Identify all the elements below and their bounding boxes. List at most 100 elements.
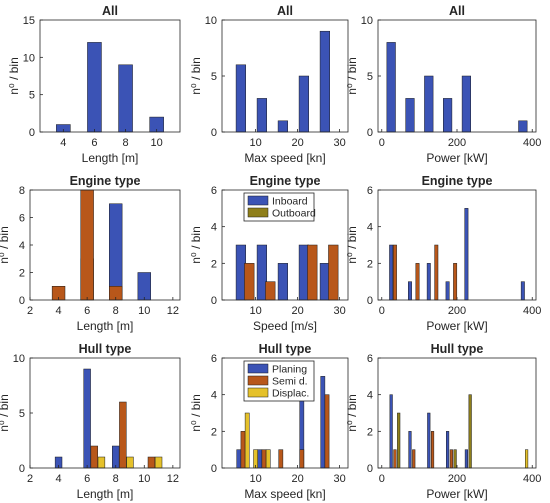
- bar: [443, 98, 453, 133]
- x-tick-label: 6: [84, 305, 90, 317]
- bar: [236, 449, 242, 469]
- x-tick-label: 20: [291, 473, 303, 485]
- chart-panel-1: 4 6 8 10 0 5 10 15 All Length [m] n⁰ / bin: [7, 4, 181, 165]
- x-axis-label: Power [kW]: [426, 319, 487, 333]
- y-axis-label: n⁰ / bin: [345, 226, 359, 264]
- y-tick-label: 10: [23, 52, 35, 64]
- y-axis-label: n⁰ / bin: [189, 394, 203, 432]
- y-tick-label: 0: [367, 127, 373, 139]
- bar: [137, 272, 151, 301]
- chart-panel-3: 0 200 400 0 5 10 All Power [kW] n⁰ / bin: [345, 4, 541, 165]
- chart-title: Engine type: [70, 174, 141, 188]
- x-tick-label: 10: [249, 473, 261, 485]
- plot-area: [40, 20, 180, 132]
- bar: [525, 449, 529, 469]
- bar: [430, 431, 435, 469]
- bar: [392, 244, 397, 301]
- y-tick-label: 0: [19, 295, 25, 307]
- bar: [405, 98, 415, 133]
- x-tick-label: 20: [291, 137, 303, 149]
- bar: [261, 449, 267, 469]
- y-tick-label: 6: [367, 185, 373, 197]
- plot-box: [221, 357, 349, 469]
- chart-panel-7: 2 4 6 8 10 12 0 5 10 Hull type Length [m] n⁰ / bin: [0, 342, 181, 501]
- bar: [393, 449, 397, 469]
- plot-box: [221, 189, 349, 301]
- bar: [240, 431, 246, 469]
- x-tick-label: 30: [333, 305, 345, 317]
- x-tick-label: 8: [113, 473, 119, 485]
- bar: [434, 244, 439, 301]
- y-axis-label: n⁰ / bin: [189, 57, 203, 95]
- y-axis-label: n⁰ / bin: [345, 394, 359, 432]
- y-axis-label: n⁰ / bin: [345, 57, 359, 95]
- bar: [320, 376, 326, 469]
- bar: [520, 281, 525, 301]
- bar: [154, 456, 163, 469]
- y-tick-label: 6: [211, 185, 217, 197]
- bar: [277, 120, 288, 133]
- bar: [80, 189, 94, 301]
- legend-swatch: [247, 387, 269, 398]
- chart-title: All: [277, 4, 293, 18]
- bar: [319, 30, 330, 133]
- y-tick-label: 5: [29, 90, 35, 102]
- bar: [112, 445, 120, 469]
- bar: [445, 281, 450, 301]
- x-tick-label: 30: [333, 137, 345, 149]
- x-axis-label: Length [m]: [82, 151, 139, 165]
- bar: [257, 449, 263, 469]
- y-tick-label: 4: [367, 222, 373, 234]
- x-tick-label: 6: [84, 473, 90, 485]
- y-tick-label: 6: [211, 353, 217, 365]
- bar: [426, 263, 431, 301]
- bar: [408, 431, 412, 469]
- chart-title: Hull type: [259, 342, 312, 356]
- x-axis-label: Length [m]: [77, 319, 134, 333]
- bar: [244, 263, 255, 301]
- bar: [446, 431, 450, 469]
- chart-panel-8: 10 20 30 0 2 4 6 Hull type Max speed [kn] n⁰ / bi…: [189, 342, 349, 501]
- bar: [278, 449, 284, 469]
- bar: [518, 120, 528, 133]
- x-tick-label: 200: [448, 137, 466, 149]
- y-tick-label: 5: [367, 71, 373, 83]
- legend-label: Planing: [272, 364, 307, 376]
- y-tick-label: 4: [19, 240, 25, 252]
- y-tick-label: 2: [211, 258, 217, 270]
- x-tick-label: 12: [167, 305, 179, 317]
- plot-area: [30, 358, 180, 468]
- x-tick-label: 0: [379, 473, 385, 485]
- y-tick-label: 2: [367, 426, 373, 438]
- bar: [90, 445, 98, 469]
- chart-panel-2: 10 20 30 0 5 10 All Max speed [kn] n⁰ / bin: [189, 4, 349, 165]
- x-tick-label: 200: [448, 473, 466, 485]
- chart-panel-6: 0 200 400 0 2 4 6 Engine type Power [kW] n⁰ / bin: [345, 174, 541, 333]
- bar: [307, 244, 318, 301]
- x-tick-label: 400: [523, 305, 541, 317]
- y-tick-label: 15: [23, 15, 35, 27]
- x-tick-label: 6: [91, 137, 97, 149]
- bar: [324, 394, 330, 469]
- x-tick-label: 10: [249, 305, 261, 317]
- bar: [244, 412, 250, 469]
- y-tick-label: 0: [367, 295, 373, 307]
- legend-label: Inboard: [272, 196, 308, 208]
- bar: [97, 456, 106, 469]
- x-tick-label: 4: [60, 137, 66, 149]
- chart-title: All: [449, 4, 465, 18]
- chart-title: Engine type: [422, 174, 493, 188]
- x-tick-label: 10: [249, 137, 261, 149]
- bar: [464, 449, 468, 469]
- bar: [235, 64, 246, 133]
- legend-swatch: [247, 363, 269, 374]
- y-tick-label: 4: [211, 222, 217, 234]
- y-tick-label: 5: [19, 408, 25, 420]
- bar: [461, 75, 471, 133]
- plot-box: [39, 19, 181, 133]
- x-tick-label: 4: [56, 305, 62, 317]
- legend-swatch: [247, 207, 269, 218]
- plot-area: [378, 358, 536, 468]
